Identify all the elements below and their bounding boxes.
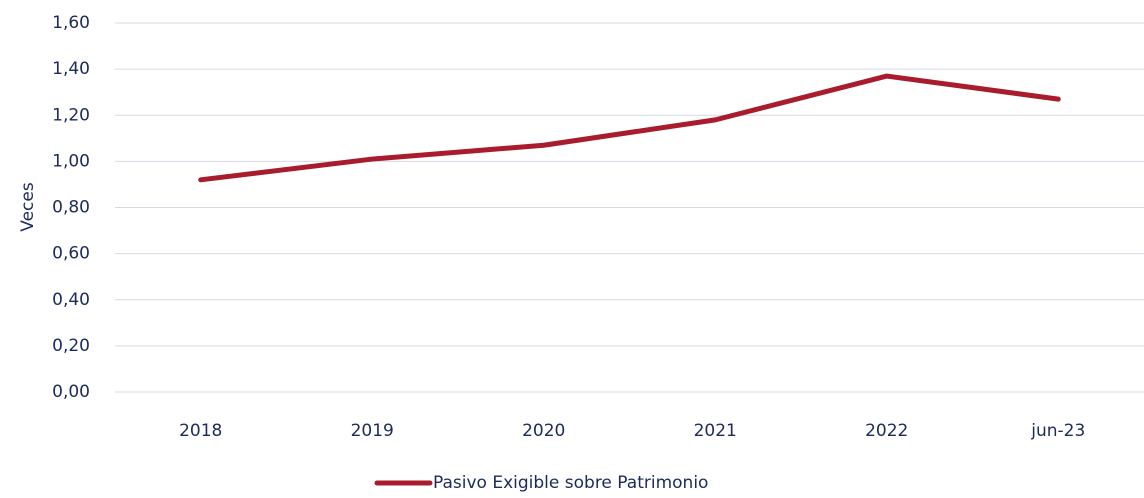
y-axis-label: Veces	[18, 182, 38, 232]
y-tick-label: 0,20	[52, 336, 90, 356]
y-tick-label: 1,60	[52, 13, 90, 33]
y-tick-label: 1,20	[52, 105, 90, 125]
x-tick-label: 2021	[694, 421, 737, 441]
x-tick-label: 2020	[522, 421, 565, 441]
x-tick-label: jun-23	[1030, 421, 1085, 441]
y-tick-label: 0,00	[52, 382, 90, 402]
data-line	[198, 73, 1061, 183]
x-tick-label: 2019	[351, 421, 394, 441]
y-tick-label: 1,40	[52, 59, 90, 79]
y-tick-label: 0,60	[52, 244, 90, 264]
y-tick-label: 0,80	[52, 198, 90, 218]
legend-label: Pasivo Exigible sobre Patrimonio	[433, 473, 708, 493]
y-tick-label: 0,40	[52, 290, 90, 310]
y-tick-label: 1,00	[52, 151, 90, 171]
x-tick-label: 2018	[179, 421, 222, 441]
x-tick-label: 2022	[865, 421, 908, 441]
